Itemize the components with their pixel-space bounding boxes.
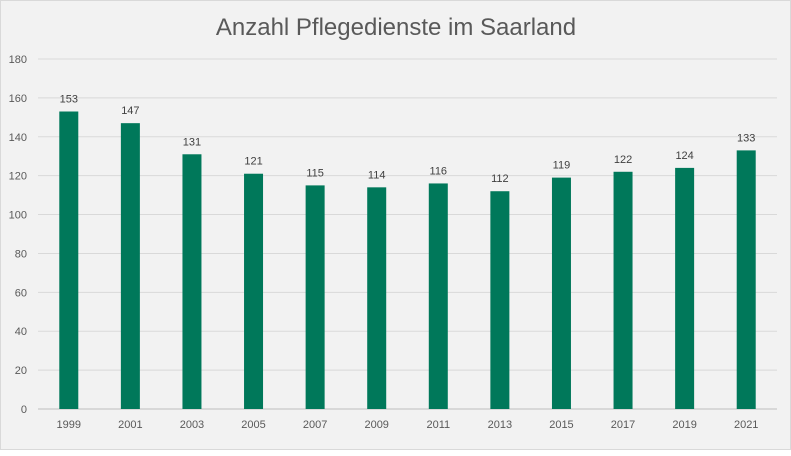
bar (613, 171, 633, 409)
data-label: 122 (614, 154, 632, 166)
x-tick-label: 2021 (734, 419, 758, 431)
y-tick-label: 100 (9, 210, 27, 222)
x-tick-label: 2013 (488, 419, 512, 431)
bar (244, 173, 264, 409)
bar (120, 123, 140, 410)
data-label: 114 (368, 169, 386, 181)
data-label: 147 (121, 105, 139, 117)
y-tick-label: 120 (9, 171, 27, 183)
data-label: 124 (675, 150, 693, 162)
y-tick-label: 80 (15, 248, 27, 260)
x-tick-label: 1999 (57, 419, 81, 431)
bars (59, 111, 756, 410)
bar (551, 177, 571, 409)
bar (182, 154, 202, 409)
gridlines (38, 58, 777, 410)
bar (490, 191, 510, 409)
bar (428, 183, 448, 409)
y-tick-label: 140 (9, 132, 27, 144)
y-tick-label: 0 (21, 404, 27, 416)
y-tick-label: 60 (15, 287, 27, 299)
data-label: 112 (491, 173, 509, 185)
x-axis: 1999 2001 2003 2005 2007 2009 2011 2013 2015 2017… (57, 419, 759, 431)
chart-title: Anzahl Pflegedienste im Saarland (216, 14, 576, 41)
y-tick-label: 180 (9, 54, 27, 66)
bar (675, 167, 695, 409)
y-tick-label: 40 (15, 326, 27, 338)
bar (305, 185, 325, 409)
y-tick-label: 20 (15, 365, 27, 377)
x-tick-label: 2011 (426, 419, 450, 431)
data-label: 133 (737, 132, 755, 144)
bar (59, 111, 79, 409)
x-tick-label: 2015 (549, 419, 573, 431)
y-axis: 0 20 40 60 80 100 120 140 160 180 (9, 54, 27, 416)
bar (736, 150, 756, 409)
data-label: 119 (553, 160, 571, 172)
x-tick-label: 2001 (118, 419, 142, 431)
data-label: 131 (183, 136, 201, 148)
y-tick-label: 160 (9, 93, 27, 105)
x-tick-label: 2007 (303, 419, 327, 431)
data-labels: 153 147 131 121 115 114 116 112 119 122 124 133 (60, 94, 756, 186)
x-tick-label: 2017 (611, 419, 635, 431)
x-tick-label: 2019 (672, 419, 696, 431)
data-label: 116 (430, 165, 448, 177)
x-tick-label: 2003 (180, 419, 204, 431)
data-label: 115 (306, 167, 324, 179)
x-tick-label: 2005 (241, 419, 265, 431)
x-tick-label: 2009 (364, 419, 388, 431)
data-label: 121 (244, 156, 262, 168)
data-label: 153 (60, 94, 78, 106)
bar (367, 187, 387, 409)
